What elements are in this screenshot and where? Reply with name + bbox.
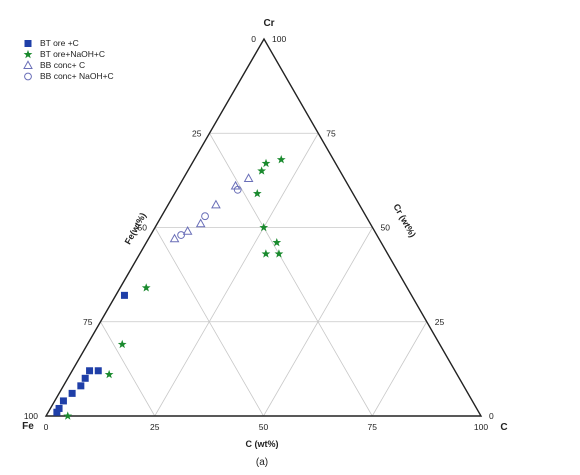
right-axis-title: Cr (wt%) bbox=[391, 202, 417, 239]
filled-square-marker-icon bbox=[24, 40, 32, 47]
open-triangle-marker-shape bbox=[23, 60, 33, 69]
data-point-filled-square-8 bbox=[55, 404, 63, 412]
open-circle-marker-icon bbox=[24, 72, 32, 81]
tick-label-c-25: 25 bbox=[150, 422, 160, 432]
legend-item: BB conc+ C bbox=[22, 60, 114, 71]
open-triangle-marker-icon bbox=[23, 60, 33, 69]
data-point-open-triangle-6 bbox=[169, 233, 180, 243]
tick-label-cr-50: 50 bbox=[381, 223, 391, 233]
grid-line-fe-75 bbox=[100, 321, 156, 417]
data-point-open-triangle-2 bbox=[230, 180, 241, 190]
filled-square-marker-shape bbox=[24, 40, 32, 47]
data-point-open-circle-3 bbox=[177, 231, 185, 239]
data-point-star-1 bbox=[276, 155, 286, 164]
tick-label-fe-100: 100 bbox=[24, 411, 38, 421]
axis-labels: Cr Fe C Fe(wt%) Cr (wt%) C (wt%) (a) bbox=[22, 18, 507, 468]
tick-label-cr-0: 0 bbox=[489, 411, 494, 421]
tick-label-fe-50: 50 bbox=[138, 223, 148, 233]
legend-label: BB conc+ C bbox=[40, 60, 86, 70]
data-point-star-11 bbox=[104, 369, 114, 379]
grid-line-c-50 bbox=[263, 227, 373, 417]
data-point-filled-square-5 bbox=[77, 382, 85, 390]
tick-label-cr-75: 75 bbox=[326, 128, 336, 138]
star-marker-icon bbox=[23, 49, 33, 59]
tick-label-c-100: 100 bbox=[474, 422, 488, 432]
data-point-open-circle-2 bbox=[201, 212, 209, 221]
data-points bbox=[53, 155, 286, 420]
open-circle-marker-shape bbox=[24, 72, 32, 81]
grid-line-c-75 bbox=[371, 321, 428, 417]
data-point-open-triangle-3 bbox=[211, 199, 221, 209]
data-point-star-6 bbox=[272, 237, 282, 247]
legend-item: BB conc+ NaOH+C bbox=[22, 71, 114, 82]
data-point-filled-square-6 bbox=[68, 389, 76, 397]
data-point-open-triangle-1 bbox=[243, 173, 254, 182]
data-point-filled-square-3 bbox=[81, 374, 89, 382]
legend: BT ore +C BT ore+NaOH+C BB conc+ C BB conc+… bbox=[22, 38, 114, 82]
data-point-open-triangle-5 bbox=[195, 218, 206, 228]
grid-lines bbox=[100, 132, 428, 417]
tick-labels: 0 0 0 25 25 25 50 50 50 75 75 75 100 100 100 bbox=[24, 34, 494, 432]
data-point-filled-square-1 bbox=[120, 291, 128, 299]
figure-caption: (a) bbox=[256, 457, 268, 468]
tick-label-c-0: 0 bbox=[44, 422, 49, 432]
data-point-star-10 bbox=[117, 339, 127, 349]
vertex-label-fe: Fe bbox=[22, 421, 34, 432]
tick-label-cr-100: 100 bbox=[272, 34, 286, 44]
data-point-star-9 bbox=[141, 283, 151, 292]
triangle-outline bbox=[44, 37, 483, 417]
tick-label-fe-25: 25 bbox=[192, 128, 202, 138]
legend-label: BB conc+ NaOH+C bbox=[40, 71, 114, 81]
bottom-axis-title: C (wt%) bbox=[246, 439, 279, 449]
grid-line-fe-25 bbox=[209, 133, 373, 417]
data-point-filled-square-4 bbox=[86, 367, 94, 375]
vertex-label-cr: Cr bbox=[263, 18, 274, 29]
grid-line-c-25 bbox=[154, 133, 319, 417]
data-point-star-5 bbox=[259, 222, 269, 232]
star-marker-shape bbox=[23, 49, 33, 59]
data-point-open-circle-1 bbox=[233, 185, 242, 194]
legend-item: BT ore +C bbox=[22, 38, 114, 49]
legend-item: BT ore+NaOH+C bbox=[22, 49, 114, 60]
data-point-star-8 bbox=[274, 249, 284, 258]
data-point-filled-square-7 bbox=[59, 397, 67, 405]
vertex-label-c: C bbox=[500, 422, 507, 433]
data-point-star-7 bbox=[261, 249, 271, 258]
data-point-open-triangle-4 bbox=[182, 226, 193, 235]
grid-line-fe-50 bbox=[154, 227, 264, 417]
triangle-frame bbox=[44, 37, 483, 417]
tick-label-c-75: 75 bbox=[368, 422, 378, 432]
tick-label-cr-25: 25 bbox=[435, 317, 445, 327]
legend-label: BT ore +C bbox=[40, 38, 79, 48]
data-point-filled-square-9 bbox=[53, 408, 61, 416]
data-point-star-3 bbox=[257, 166, 267, 175]
tick-label-c-50: 50 bbox=[259, 422, 269, 432]
data-point-star-4 bbox=[252, 188, 262, 198]
data-point-star-2 bbox=[261, 158, 271, 168]
data-point-filled-square-2 bbox=[94, 367, 102, 375]
legend-label: BT ore+NaOH+C bbox=[40, 49, 106, 59]
tick-label-fe-75: 75 bbox=[83, 317, 93, 327]
data-point-star-12 bbox=[63, 411, 73, 420]
tick-label-fe-0: 0 bbox=[251, 34, 256, 44]
